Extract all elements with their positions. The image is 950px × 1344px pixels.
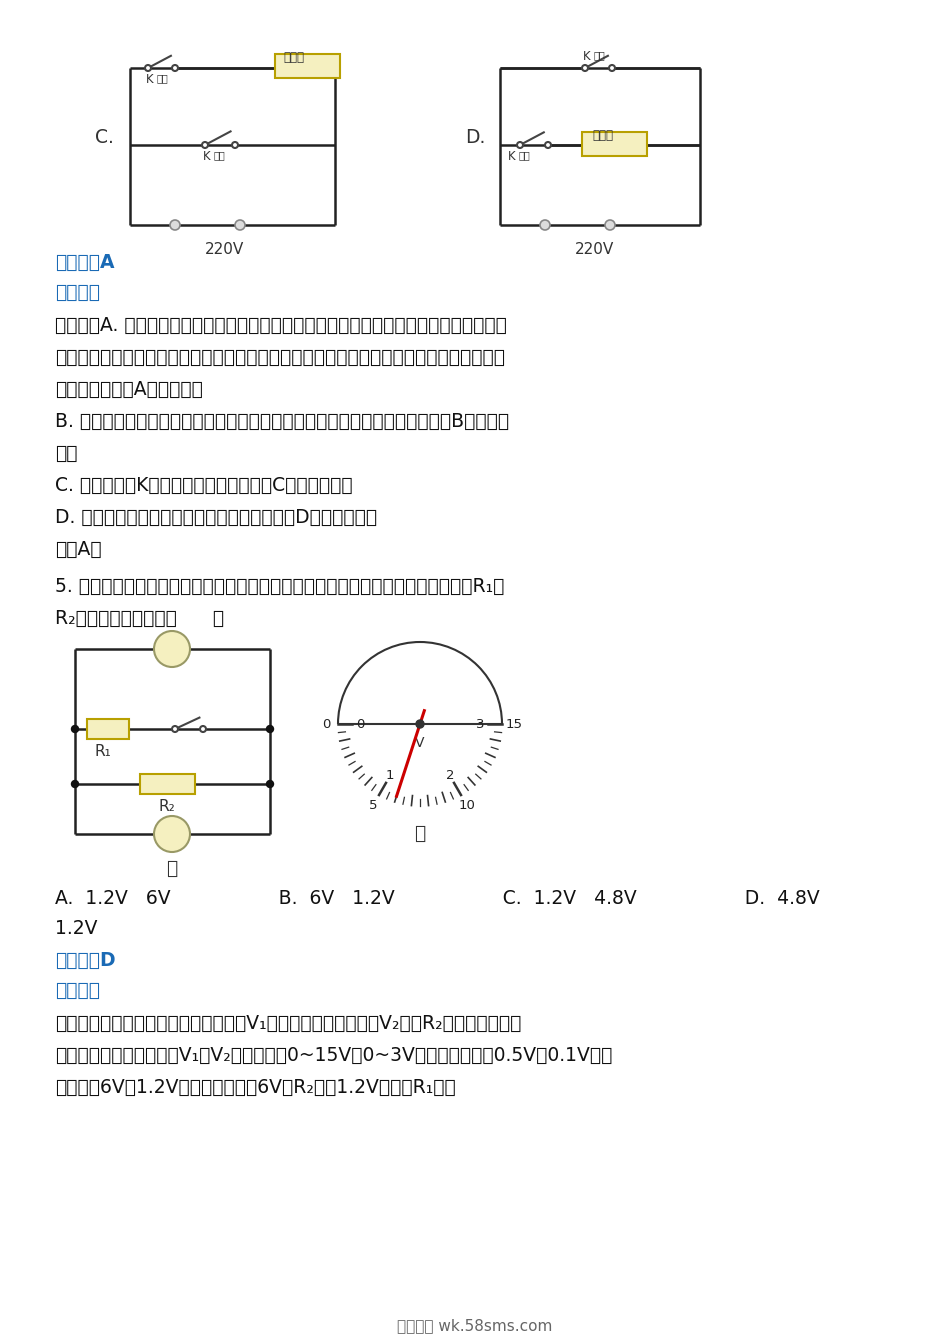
Circle shape [235, 220, 245, 230]
Text: 五八文库 wk.58sms.com: 五八文库 wk.58sms.com [397, 1318, 553, 1333]
Circle shape [202, 142, 208, 148]
Text: 【解析】: 【解析】 [55, 981, 100, 1000]
Text: V₁: V₁ [164, 648, 180, 663]
Text: 偏转角度相同，则电压表V₁、V₂量程分别为0~15V、0~3V，分度值分别为0.5V、0.1V，示: 偏转角度相同，则电压表V₁、V₂量程分别为0~15V、0~3V，分度值分别为0.… [55, 1046, 613, 1064]
Text: K: K [203, 151, 211, 163]
Text: K: K [146, 73, 154, 86]
Text: 过压: 过压 [519, 151, 531, 160]
Text: K: K [508, 151, 516, 163]
Circle shape [605, 220, 615, 230]
Text: 过压: 过压 [157, 73, 169, 83]
Circle shape [545, 142, 551, 148]
Text: 3: 3 [476, 718, 484, 731]
Circle shape [145, 65, 151, 71]
Circle shape [71, 726, 79, 732]
Text: 【解析】: 【解析】 [55, 284, 100, 302]
Text: 大时，过压开关断开，发热器停止工作，即两个开关不能独立工作，即为串联，由图可知，: 大时，过压开关断开，发热器停止工作，即两个开关不能独立工作，即为串联，由图可知， [55, 348, 505, 367]
Bar [582, 132, 647, 156]
Bar [87, 719, 129, 739]
Text: R₁: R₁ [95, 745, 112, 759]
Text: C. 由图可知，K过热闭合，电路短路，故C不符合题意；: C. 由图可知，K过热闭合，电路短路，故C不符合题意； [55, 476, 352, 495]
Circle shape [172, 65, 178, 71]
Text: D. 由图可知，两开关同时闭合，电路短路，故D不符合题意。: D. 由图可知，两开关同时闭合，电路短路，故D不符合题意。 [55, 508, 377, 527]
Text: D.: D. [465, 128, 485, 146]
Text: K: K [583, 50, 591, 63]
Text: 过热: 过热 [594, 50, 606, 60]
Text: 1.2V: 1.2V [55, 919, 98, 938]
Circle shape [172, 726, 178, 732]
Text: 2: 2 [446, 770, 454, 782]
Text: 甲: 甲 [166, 859, 178, 878]
Bar [140, 774, 195, 794]
Text: 5: 5 [369, 798, 377, 812]
Circle shape [267, 726, 274, 732]
Text: V: V [415, 737, 425, 750]
Text: 5. 如图甲所示电路中，当闭合开关后，两个电压表指针偏转均为图乙所示，则电阻R₁和: 5. 如图甲所示电路中，当闭合开关后，两个电压表指针偏转均为图乙所示，则电阻R₁… [55, 577, 504, 595]
Text: R₂: R₂ [158, 798, 175, 814]
Text: R₂两端的电压分别为（      ）: R₂两端的电压分别为（ ） [55, 609, 224, 628]
Text: 【答案】D: 【答案】D [55, 952, 116, 970]
Circle shape [582, 65, 588, 71]
Text: 过热: 过热 [214, 151, 226, 160]
Text: 发热器: 发热器 [592, 129, 613, 142]
Circle shape [540, 220, 550, 230]
Text: B. 由图可知，两开关单独工作，压强过大，温度过高时，发热器仍在工作，故B不符合题: B. 由图可知，两开关单独工作，压强过大，温度过高时，发热器仍在工作，故B不符合… [55, 413, 509, 431]
Text: 【答案】A: 【答案】A [55, 253, 115, 271]
Circle shape [71, 781, 79, 788]
Text: 意；: 意； [55, 444, 78, 462]
Text: 220V: 220V [575, 242, 615, 257]
Text: 【详解】A. 由题意可知，当温度过高时，过热开关断开，发热器停止工作，当锅内压强过: 【详解】A. 由题意可知，当温度过高时，过热开关断开，发热器停止工作，当锅内压强… [55, 316, 507, 335]
Text: C.: C. [95, 128, 114, 146]
Text: V₂: V₂ [164, 833, 180, 847]
Circle shape [267, 781, 274, 788]
Circle shape [517, 142, 523, 148]
Bar [275, 54, 340, 78]
Text: 两开关串联，故A符合题意；: 两开关串联，故A符合题意； [55, 380, 203, 399]
Text: 0: 0 [322, 718, 331, 731]
Text: 0: 0 [356, 718, 364, 731]
Circle shape [232, 142, 238, 148]
Text: 1: 1 [386, 770, 394, 782]
Circle shape [154, 816, 190, 852]
Text: 发热器: 发热器 [283, 51, 304, 65]
Text: 故选A。: 故选A。 [55, 540, 102, 559]
Circle shape [416, 720, 424, 728]
Circle shape [200, 726, 206, 732]
Text: 数分别为6V、1.2V，即电源电压为6V，R₂电压1.2V，电阻R₁电压: 数分别为6V、1.2V，即电源电压为6V，R₂电压1.2V，电阻R₁电压 [55, 1078, 456, 1097]
Text: 15: 15 [505, 718, 522, 731]
Circle shape [170, 220, 180, 230]
Text: 乙: 乙 [414, 824, 426, 843]
Text: A.  1.2V   6V                  B.  6V   1.2V                  C.  1.2V   4.8V   : A. 1.2V 6V B. 6V 1.2V C. 1.2V 4.8V [55, 888, 820, 909]
Circle shape [154, 630, 190, 667]
Circle shape [609, 65, 615, 71]
Text: 220V: 220V [205, 242, 244, 257]
Text: 【详解】由图得，两电阻串联，电压表V₁测量电源电压，电压表V₂测量R₂电压，两电压表: 【详解】由图得，两电阻串联，电压表V₁测量电源电压，电压表V₂测量R₂电压，两电… [55, 1013, 522, 1034]
Text: 10: 10 [459, 798, 475, 812]
